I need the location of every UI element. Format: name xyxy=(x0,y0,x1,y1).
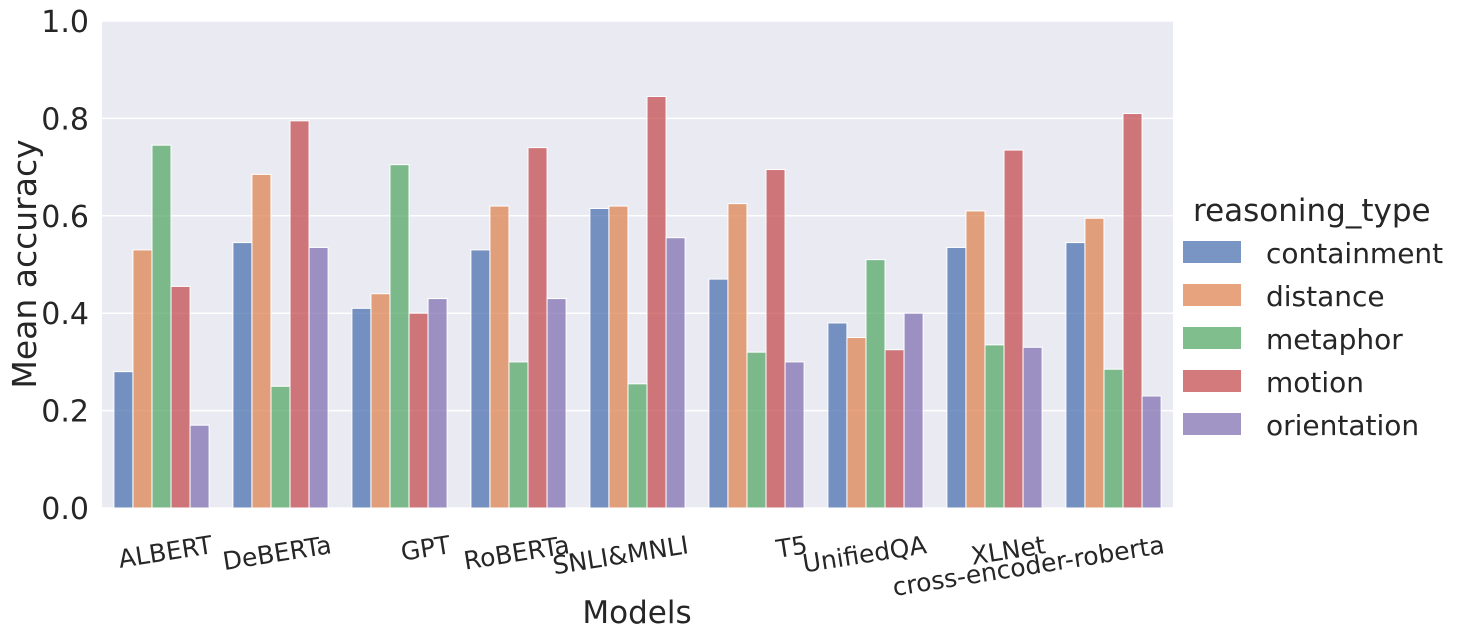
y-tick-label: 0.4 xyxy=(41,297,89,332)
bar-orientation xyxy=(546,298,567,509)
bar-orientation xyxy=(903,312,924,509)
bar-distance xyxy=(489,205,510,509)
legend-label-distance: distance xyxy=(1266,280,1385,313)
bar-containment xyxy=(946,246,967,509)
bar-containment xyxy=(351,307,372,509)
legend-label-motion: motion xyxy=(1266,366,1364,399)
legend-swatch-motion xyxy=(1183,370,1241,392)
bar-motion xyxy=(170,285,191,509)
bar-metaphor xyxy=(270,385,291,509)
y-tick-label: 0.8 xyxy=(41,102,89,137)
bar-containment xyxy=(827,322,848,509)
bar-orientation xyxy=(784,361,805,509)
y-axis-title: Mean accuracy xyxy=(5,139,44,388)
bar-metaphor xyxy=(151,144,172,509)
legend-swatch-orientation xyxy=(1183,413,1241,435)
bar-metaphor xyxy=(389,164,410,509)
y-tick-label: 0.6 xyxy=(41,200,89,235)
bar-distance xyxy=(608,205,629,509)
bar-metaphor xyxy=(508,361,529,509)
x-tick-label: T5 xyxy=(773,530,809,564)
bar-containment xyxy=(589,207,610,509)
bar-motion xyxy=(1003,149,1024,509)
legend-swatch-containment xyxy=(1183,241,1241,263)
bar-metaphor xyxy=(627,383,648,509)
x-axis-title: Models xyxy=(582,595,691,631)
bar-orientation xyxy=(427,298,448,509)
x-tick-label: SNLI&MNLI xyxy=(551,530,691,580)
bar-distance xyxy=(370,293,391,509)
bar-motion xyxy=(289,120,310,509)
bar-motion xyxy=(765,169,786,509)
bar-distance xyxy=(1084,217,1105,509)
y-tick-label: 0.2 xyxy=(41,395,89,430)
bar-containment xyxy=(708,278,729,509)
bar-orientation xyxy=(308,246,329,509)
legend: reasoning_type containment distance metaph… xyxy=(1183,193,1443,442)
bar-containment xyxy=(232,242,253,509)
bar-distance xyxy=(727,203,748,509)
legend-title: reasoning_type xyxy=(1193,193,1431,229)
bar-motion xyxy=(408,312,429,509)
y-tick-labels: 0.0 0.2 0.4 0.6 0.8 1.0 xyxy=(41,5,89,527)
x-tick-label: ALBERT xyxy=(116,530,215,574)
bar-motion xyxy=(646,95,667,509)
legend-swatch-distance xyxy=(1183,284,1241,306)
bars xyxy=(113,95,1162,509)
legend-swatch-metaphor xyxy=(1183,327,1241,349)
bar-metaphor xyxy=(984,344,1005,509)
bar-motion xyxy=(1122,113,1143,509)
bar-orientation xyxy=(665,237,686,509)
bar-distance xyxy=(251,173,272,509)
bar-metaphor xyxy=(1103,368,1124,509)
bar-distance xyxy=(846,337,867,509)
x-tick-label: DeBERTa xyxy=(221,530,334,576)
bar-orientation xyxy=(189,424,210,509)
bar-orientation xyxy=(1022,346,1043,509)
bar-distance xyxy=(965,210,986,509)
bar-orientation xyxy=(1141,395,1162,509)
bar-motion xyxy=(884,349,905,509)
legend-label-containment: containment xyxy=(1266,237,1443,270)
bar-metaphor xyxy=(865,259,886,509)
bar-distance xyxy=(132,249,153,509)
x-tick-label: GPT xyxy=(399,530,453,567)
legend-label-orientation: orientation xyxy=(1266,409,1419,442)
bar-metaphor xyxy=(746,351,767,509)
y-tick-label: 1.0 xyxy=(41,5,89,40)
bar-containment xyxy=(113,371,134,509)
bar-containment xyxy=(470,249,491,509)
bar-motion xyxy=(527,147,548,509)
bar-containment xyxy=(1065,242,1086,509)
legend-label-metaphor: metaphor xyxy=(1266,323,1403,356)
y-tick-label: 0.0 xyxy=(41,492,89,527)
